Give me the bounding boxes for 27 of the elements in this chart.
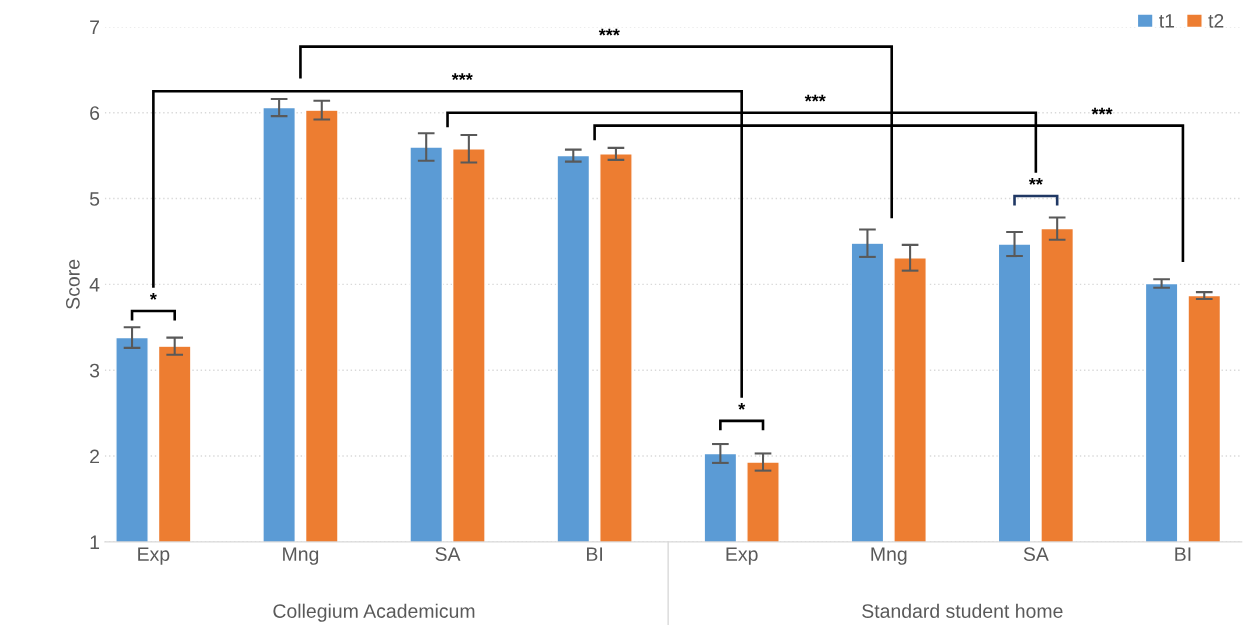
x-tick-label: BI — [1175, 547, 1191, 561]
y-tick-label: 4 — [89, 278, 100, 292]
y-axis-title: Score — [65, 259, 80, 309]
annotation: * — [149, 293, 157, 300]
x-tick-label: SA — [435, 547, 461, 562]
y-tick-label: 3 — [89, 363, 100, 378]
y-tick-label: 7 — [90, 20, 99, 34]
y-tick-label: 6 — [90, 106, 100, 120]
legend-label: t1 — [1159, 14, 1175, 28]
x-tick-label: Mng — [283, 547, 319, 565]
y-tick-label: 2 — [90, 449, 99, 464]
annotation: *** — [1091, 107, 1113, 115]
x-tick-label: Exp — [726, 547, 758, 565]
y-tick-label: 1 — [90, 535, 100, 549]
x-tick-label: Mng — [871, 547, 907, 565]
text: Standard student home — [862, 603, 1063, 618]
annotation: * — [738, 402, 746, 410]
x-tick-label: BI — [587, 547, 602, 561]
y-tick-label: 5 — [89, 192, 100, 206]
text: Collegium Academicum — [273, 603, 475, 622]
annotation: *** — [451, 73, 473, 81]
x-tick-label: Exp — [138, 547, 170, 565]
annotation: *** — [598, 28, 620, 36]
annotation: *** — [804, 94, 826, 102]
x-tick-label: SA — [1023, 547, 1049, 562]
annotation: ** — [1028, 178, 1043, 185]
legend-label: t2 — [1208, 13, 1224, 28]
